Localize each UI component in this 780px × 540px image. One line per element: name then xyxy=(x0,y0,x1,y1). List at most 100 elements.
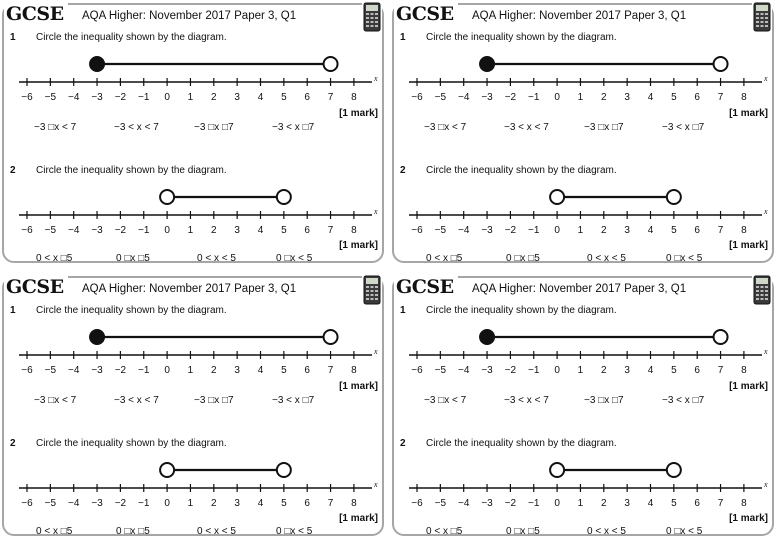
tick-label: −4 xyxy=(68,498,80,509)
answer-option[interactable]: −3 < x < 7 xyxy=(504,395,549,406)
answer-option[interactable]: 0 □x < 5 xyxy=(276,253,313,264)
answer-option[interactable]: −3 < x < 7 xyxy=(504,122,549,133)
axis-variable: x xyxy=(763,347,768,356)
question-prompt: Circle the inequality shown by the diagr… xyxy=(36,32,227,43)
tick-label: −5 xyxy=(45,498,57,509)
answer-option[interactable]: −3 □x □7 xyxy=(194,122,234,133)
tick-label: 5 xyxy=(281,498,287,509)
tick-label: −5 xyxy=(45,365,57,376)
answer-option[interactable]: −3 < x < 7 xyxy=(114,122,159,133)
open-endpoint xyxy=(322,329,339,345)
tick-label: −1 xyxy=(528,92,540,103)
tick-label: −4 xyxy=(68,92,80,103)
answer-option[interactable]: −3 □x < 7 xyxy=(424,395,467,406)
tick-label: 4 xyxy=(258,225,264,236)
tick-label: −2 xyxy=(505,498,517,509)
tick-label: 6 xyxy=(304,365,310,376)
tick-label: 3 xyxy=(234,92,240,103)
tick-label: 3 xyxy=(234,365,240,376)
number-line: x −6 −5 −4 −3 −2 −1 0 1 2 3 4 5 6 7 8 xyxy=(409,462,768,509)
question-prompt: Circle the inequality shown by the diagr… xyxy=(426,438,617,449)
axis-variable: x xyxy=(373,347,378,356)
answer-option[interactable]: −3 < x □7 xyxy=(272,122,315,133)
tick-label: 3 xyxy=(234,498,240,509)
tick-label: −2 xyxy=(115,92,127,103)
tick-label: 6 xyxy=(694,92,700,103)
answer-option[interactable]: −3 □x □7 xyxy=(584,122,624,133)
tick-label: 7 xyxy=(328,225,334,236)
answer-option[interactable]: 0 < x □5 xyxy=(426,253,463,264)
tick-label: −4 xyxy=(68,365,80,376)
open-endpoint xyxy=(275,189,292,205)
tick-label: −3 xyxy=(91,92,103,103)
tick-label: −2 xyxy=(505,225,517,236)
answer-option[interactable]: −3 < x < 7 xyxy=(114,395,159,406)
tick-label: −6 xyxy=(21,498,33,509)
open-endpoint xyxy=(712,56,729,72)
tick-label: 7 xyxy=(328,92,334,103)
answer-option[interactable]: 0 □x < 5 xyxy=(666,526,703,537)
answer-option[interactable]: 0 □x □5 xyxy=(506,526,540,537)
answer-option[interactable]: 0 □x < 5 xyxy=(276,526,313,537)
answer-option[interactable]: −3 □x □7 xyxy=(194,395,234,406)
calculator-icon xyxy=(752,275,772,305)
closed-endpoint xyxy=(89,329,106,345)
answer-option[interactable]: 0 □x < 5 xyxy=(666,253,703,264)
tick-label: 8 xyxy=(741,498,747,509)
card-title: AQA Higher: November 2017 Paper 3, Q1 xyxy=(466,280,693,298)
answer-option[interactable]: 0 < x < 5 xyxy=(197,526,236,537)
answer-option[interactable]: 0 < x < 5 xyxy=(197,253,236,264)
open-endpoint xyxy=(322,56,339,72)
answer-option[interactable]: −3 □x < 7 xyxy=(424,122,467,133)
tick-label: 8 xyxy=(741,365,747,376)
answer-option[interactable]: −3 < x □7 xyxy=(662,395,705,406)
answer-option[interactable]: −3 □x □7 xyxy=(584,395,624,406)
answer-option[interactable]: 0 < x □5 xyxy=(426,526,463,537)
closed-endpoint xyxy=(479,329,496,345)
tick-label: −6 xyxy=(411,225,423,236)
axis-variable: x xyxy=(763,74,768,83)
answer-option[interactable]: 0 < x □5 xyxy=(36,526,73,537)
tick-label: 5 xyxy=(671,225,677,236)
answer-option[interactable]: 0 < x □5 xyxy=(36,253,73,264)
tick-label: 8 xyxy=(351,92,357,103)
tick-label: −3 xyxy=(481,225,493,236)
tick-label: −2 xyxy=(505,365,517,376)
tick-label: 0 xyxy=(164,365,170,376)
tick-label: −6 xyxy=(21,365,33,376)
tick-label: −5 xyxy=(435,225,447,236)
marks-label: [1 mark] xyxy=(729,108,768,119)
tick-label: −1 xyxy=(528,365,540,376)
tick-label: 7 xyxy=(328,498,334,509)
answer-option[interactable]: −3 □x < 7 xyxy=(34,395,77,406)
answer-option[interactable]: −3 □x < 7 xyxy=(34,122,77,133)
tick-label: 2 xyxy=(601,225,607,236)
answer-option[interactable]: 0 □x □5 xyxy=(506,253,540,264)
marks-label: [1 mark] xyxy=(339,240,378,251)
tick-label: 8 xyxy=(741,92,747,103)
tick-label: 2 xyxy=(601,498,607,509)
answer-option[interactable]: 0 < x < 5 xyxy=(587,253,626,264)
axis-variable: x xyxy=(373,207,378,216)
answer-option[interactable]: −3 < x □7 xyxy=(272,395,315,406)
tick-label: −2 xyxy=(115,365,127,376)
number-line: x −6 −5 −4 −3 −2 −1 0 1 2 3 4 5 6 7 8 xyxy=(409,189,768,236)
tick-label: −2 xyxy=(115,498,127,509)
tick-label: 4 xyxy=(258,92,264,103)
answer-option[interactable]: −3 < x □7 xyxy=(662,122,705,133)
question-card: GCSE AQA Higher: November 2017 Paper 3, … xyxy=(392,2,774,264)
tick-label: −4 xyxy=(458,225,470,236)
tick-label: 5 xyxy=(671,365,677,376)
tick-label: 0 xyxy=(554,498,560,509)
marks-label: [1 mark] xyxy=(729,240,768,251)
gcse-logo: GCSE xyxy=(4,3,68,25)
answer-option[interactable]: 0 □x □5 xyxy=(116,526,150,537)
answer-option[interactable]: 0 □x □5 xyxy=(116,253,150,264)
tick-label: 2 xyxy=(601,92,607,103)
tick-label: 2 xyxy=(211,225,217,236)
tick-label: 8 xyxy=(351,225,357,236)
number-line: x −6 −5 −4 −3 −2 −1 0 1 2 3 4 5 6 7 8 xyxy=(19,462,378,509)
answer-option[interactable]: 0 < x < 5 xyxy=(587,526,626,537)
tick-label: −1 xyxy=(138,365,150,376)
